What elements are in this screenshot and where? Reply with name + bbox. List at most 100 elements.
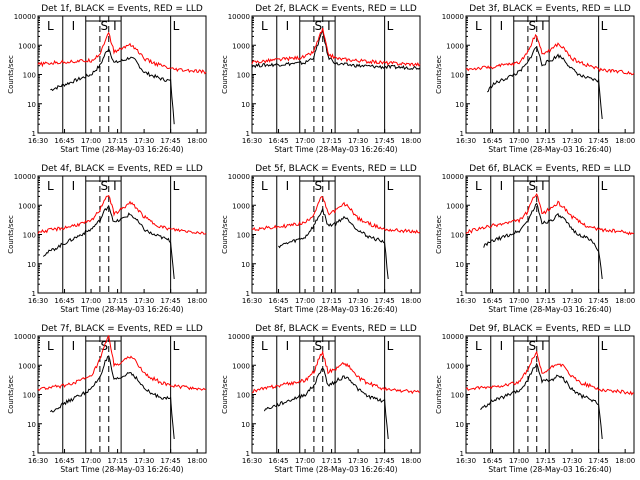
x-tick-label: 17:15 xyxy=(535,297,555,305)
x-tick-label: 18:00 xyxy=(615,137,635,145)
panel-title: Det 5f, BLACK = Events, RED = LLD xyxy=(255,164,417,174)
y-tick-label: 100 xyxy=(23,72,36,80)
interval-label: I xyxy=(113,339,117,353)
series-lld-line xyxy=(465,350,635,396)
x-tick-label: 16:30 xyxy=(242,457,262,465)
x-tick-label: 17:45 xyxy=(375,137,395,145)
interval-label: L xyxy=(261,339,268,353)
panel-title: Det 1f, BLACK = Events, RED = LLD xyxy=(41,4,203,14)
interval-label: I xyxy=(500,339,504,353)
interval-label: I xyxy=(72,19,76,33)
x-tick-label: 16:45 xyxy=(54,297,74,305)
x-tick-label: 16:45 xyxy=(268,137,288,145)
interval-label: L xyxy=(475,19,482,33)
x-tick-label: 16:30 xyxy=(28,297,48,305)
x-tick-label: 17:30 xyxy=(134,297,154,305)
x-tick-label: 17:30 xyxy=(348,137,368,145)
x-tick-label: 16:30 xyxy=(456,137,476,145)
interval-label: I xyxy=(500,179,504,193)
x-tick-label: 18:00 xyxy=(401,137,421,145)
x-axis-title: Start Time (28-May-03 16:26:40) xyxy=(488,465,611,474)
x-tick-label: 18:00 xyxy=(187,297,207,305)
y-tick-label: 1 xyxy=(460,130,464,138)
panel-det-4: Det 4f, BLACK = Events, RED = LLD 1 10 100 1… xyxy=(7,164,207,314)
y-tick-label: 1000 xyxy=(232,362,250,370)
series-lld-line xyxy=(251,350,421,395)
series-events-line xyxy=(50,355,175,440)
y-tick-label: 100 xyxy=(23,392,36,400)
x-tick-label: 17:00 xyxy=(81,137,101,145)
interval-label: I xyxy=(113,19,117,33)
interval-label: I xyxy=(541,339,545,353)
x-tick-label: 18:00 xyxy=(401,457,421,465)
series-lld-line xyxy=(37,195,207,235)
series-events-line xyxy=(486,46,603,120)
x-tick-label: 17:15 xyxy=(535,137,555,145)
series-lld-line xyxy=(251,196,421,234)
y-tick-label: 10000 xyxy=(228,13,250,21)
y-tick-label: 1000 xyxy=(18,202,36,210)
y-tick-label: 10 xyxy=(455,101,464,109)
interval-label: L xyxy=(47,339,54,353)
panel-title: Det 9f, BLACK = Events, RED = LLD xyxy=(469,324,631,334)
y-axis-title: Counts/sec xyxy=(7,375,15,414)
y-axis-title: Counts/sec xyxy=(7,215,15,254)
y-tick-label: 100 xyxy=(451,232,464,240)
x-axis-title: Start Time (28-May-03 16:26:40) xyxy=(274,145,397,154)
x-tick-label: 17:00 xyxy=(295,297,315,305)
interval-label: L xyxy=(387,339,394,353)
interval-label: S xyxy=(529,179,537,193)
y-tick-label: 10000 xyxy=(14,173,36,181)
y-axis-title: Counts/sec xyxy=(221,215,229,254)
x-tick-label: 18:00 xyxy=(187,137,207,145)
panel-title: Det 6f, BLACK = Events, RED = LLD xyxy=(469,164,631,174)
interval-label: I xyxy=(500,19,504,33)
x-tick-label: 17:00 xyxy=(81,457,101,465)
series-events-line xyxy=(278,207,389,280)
x-axis-title: Start Time (28-May-03 16:26:40) xyxy=(274,465,397,474)
x-axis-title: Start Time (28-May-03 16:26:40) xyxy=(60,145,183,154)
x-tick-label: 17:30 xyxy=(348,297,368,305)
panel-title: Det 2f, BLACK = Events, RED = LLD xyxy=(255,4,417,14)
y-axis-title: Counts/sec xyxy=(435,55,443,94)
y-tick-label: 10 xyxy=(241,261,250,269)
y-tick-label: 1 xyxy=(460,290,464,298)
series-events-line xyxy=(42,204,175,280)
x-tick-label: 17:00 xyxy=(509,297,529,305)
y-tick-label: 10000 xyxy=(442,13,464,21)
interval-label: I xyxy=(72,179,76,193)
y-tick-label: 10000 xyxy=(228,333,250,341)
y-tick-label: 1000 xyxy=(446,202,464,210)
y-tick-label: 1 xyxy=(32,450,36,458)
y-tick-label: 100 xyxy=(237,72,250,80)
interval-label: S xyxy=(529,19,537,33)
y-tick-label: 10000 xyxy=(442,333,464,341)
interval-label: S xyxy=(315,179,323,193)
x-tick-label: 18:00 xyxy=(615,457,635,465)
series-lld-line xyxy=(465,33,635,76)
series-events-line xyxy=(50,47,175,125)
interval-label: L xyxy=(387,179,394,193)
y-tick-label: 100 xyxy=(23,232,36,240)
y-tick-label: 1 xyxy=(246,290,250,298)
series-events-line xyxy=(479,362,603,440)
y-axis-title: Counts/sec xyxy=(221,375,229,414)
x-tick-label: 18:00 xyxy=(615,297,635,305)
interval-label: L xyxy=(601,19,608,33)
x-axis-title: Start Time (28-May-03 16:26:40) xyxy=(60,305,183,314)
y-tick-label: 100 xyxy=(451,392,464,400)
x-axis-title: Start Time (28-May-03 16:26:40) xyxy=(60,465,183,474)
x-tick-label: 17:15 xyxy=(535,457,555,465)
x-tick-label: 16:45 xyxy=(54,137,74,145)
x-tick-label: 17:45 xyxy=(375,297,395,305)
y-tick-label: 1 xyxy=(246,450,250,458)
interval-label: L xyxy=(47,19,54,33)
x-tick-label: 16:30 xyxy=(242,297,262,305)
interval-label: S xyxy=(529,339,537,353)
x-tick-label: 16:45 xyxy=(268,297,288,305)
panel-title: Det 8f, BLACK = Events, RED = LLD xyxy=(255,324,417,334)
interval-label: L xyxy=(387,19,394,33)
interval-label: L xyxy=(47,179,54,193)
y-tick-label: 100 xyxy=(237,232,250,240)
